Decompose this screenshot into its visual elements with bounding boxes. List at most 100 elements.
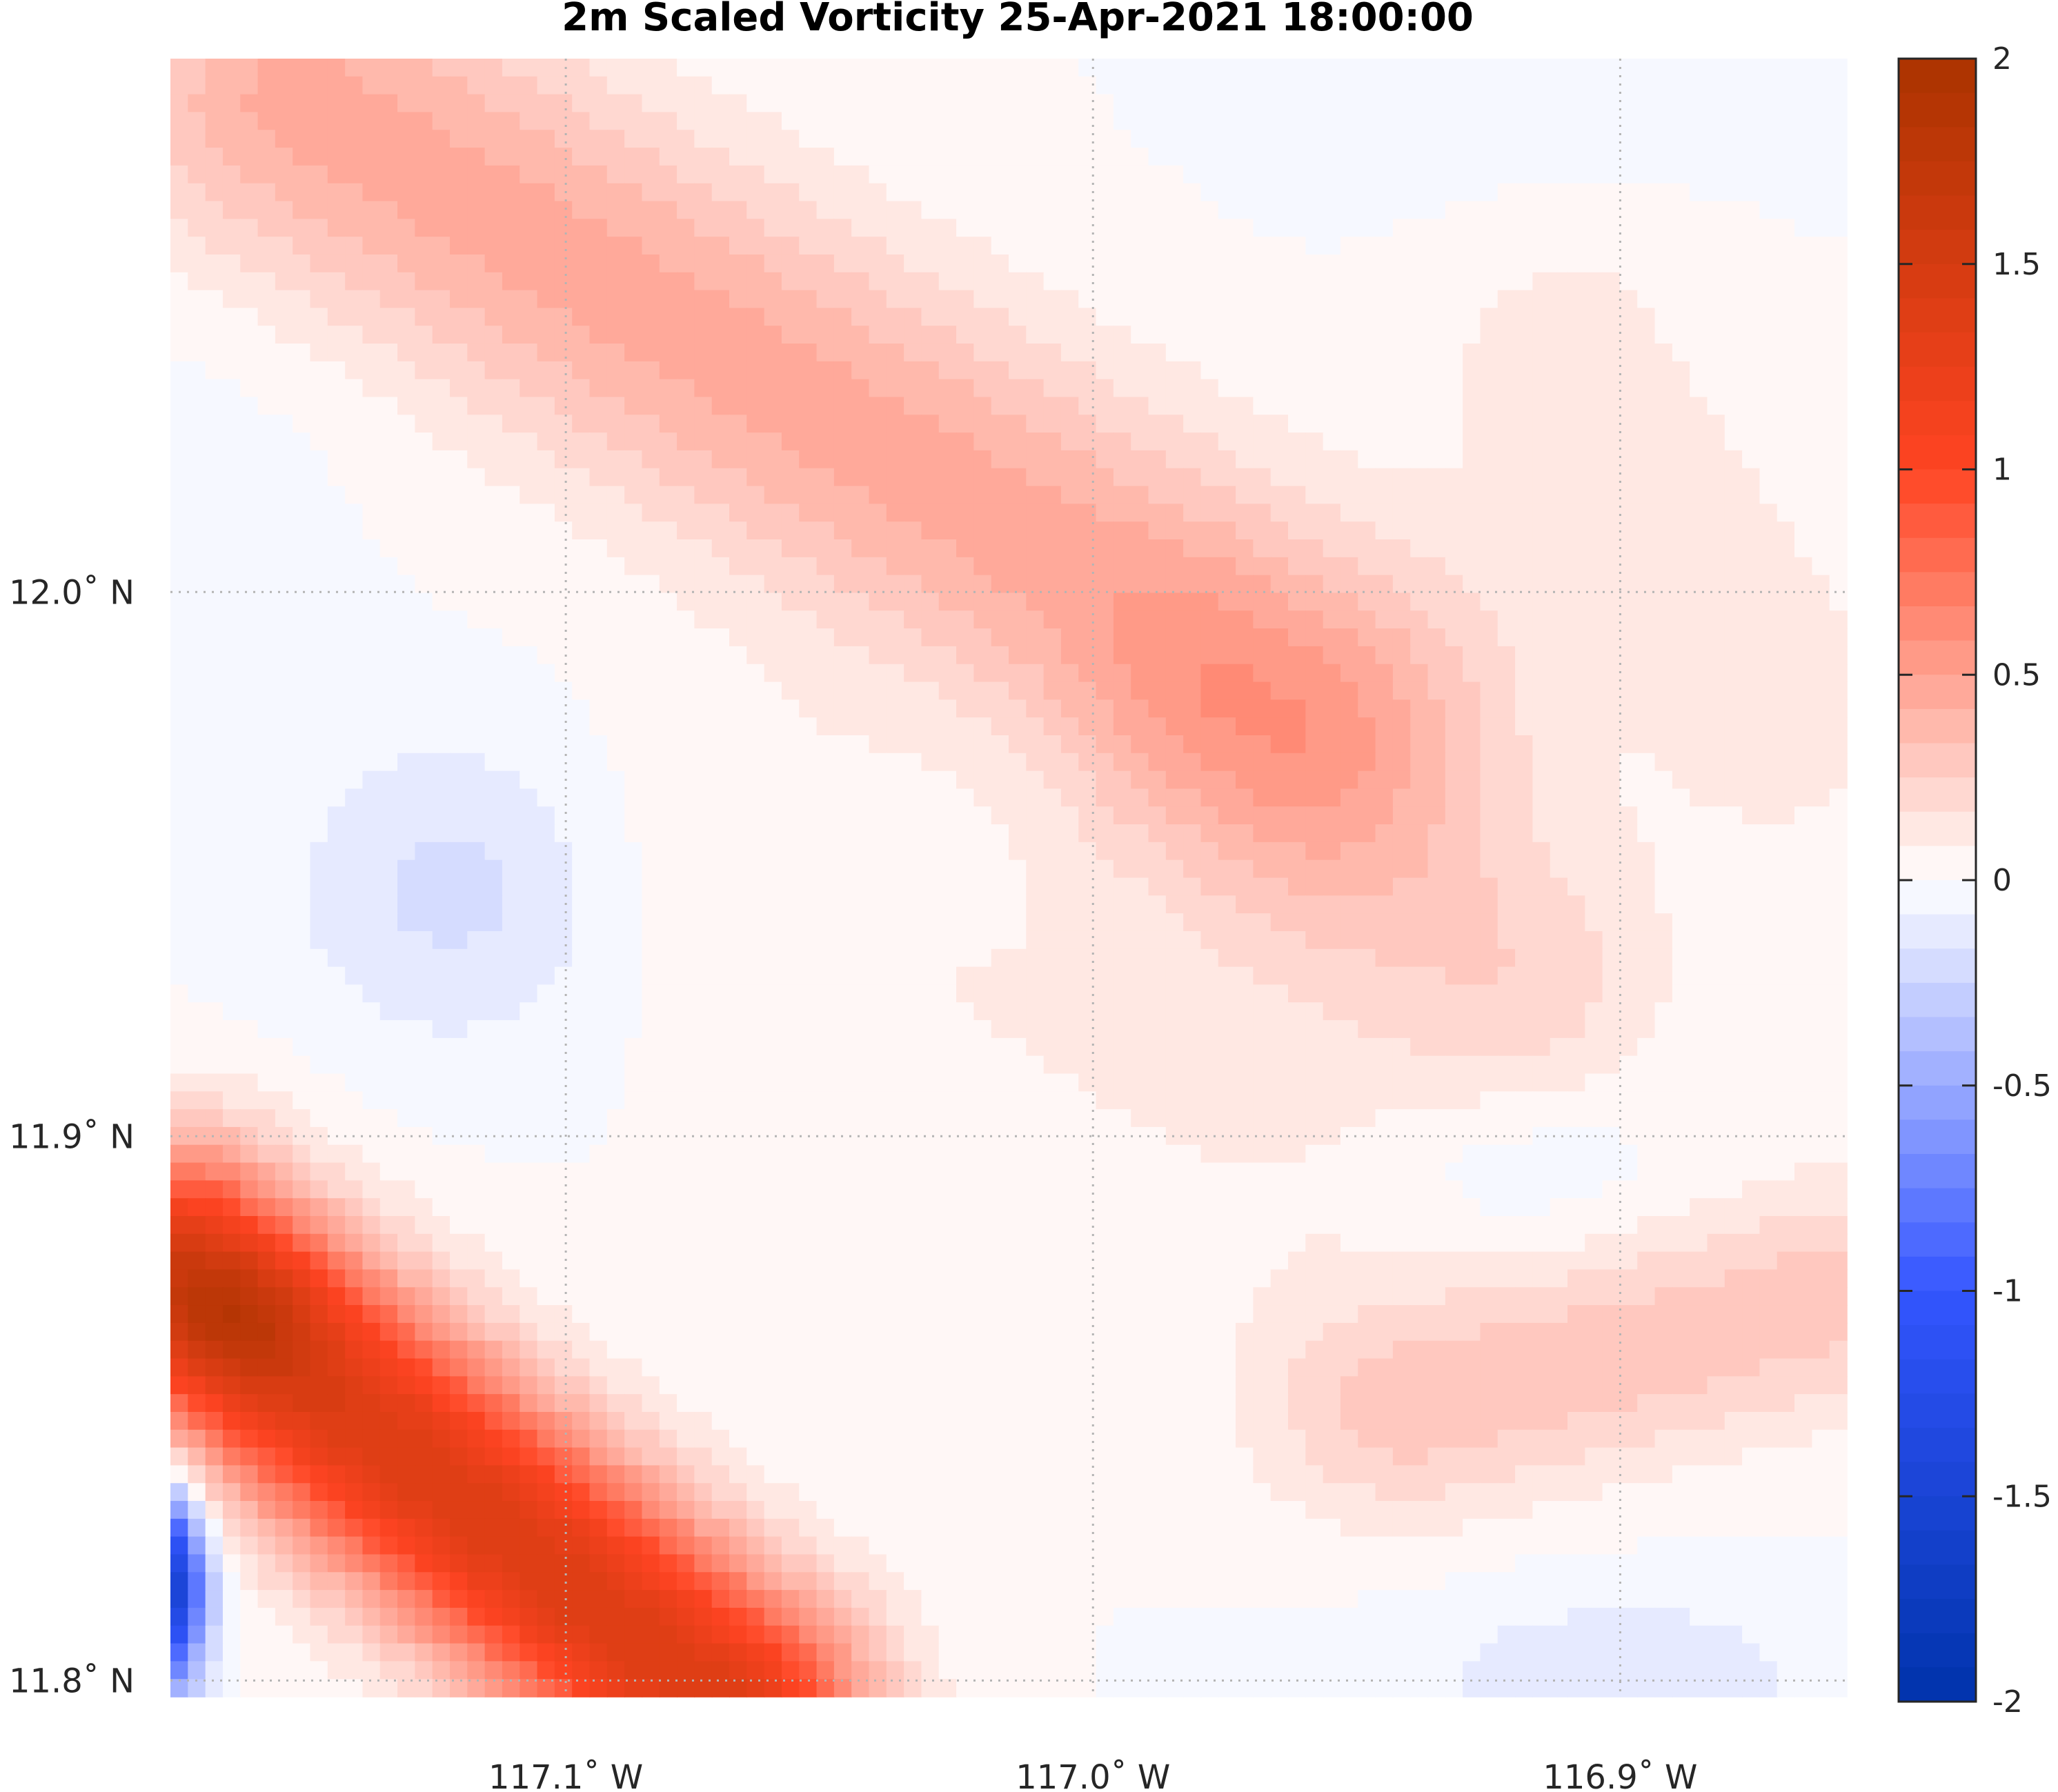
heatmap-cell bbox=[1009, 183, 1027, 202]
heatmap-cell bbox=[642, 877, 660, 897]
heatmap-cell bbox=[310, 539, 328, 558]
heatmap-cell bbox=[1427, 148, 1446, 166]
heatmap-cell bbox=[1060, 699, 1080, 718]
heatmap-cell bbox=[1707, 450, 1725, 469]
heatmap-cell bbox=[1358, 344, 1376, 362]
heatmap-cell bbox=[205, 94, 224, 113]
heatmap-cell bbox=[1724, 681, 1743, 701]
heatmap-cell bbox=[537, 646, 555, 665]
heatmap-cell bbox=[1515, 806, 1534, 825]
heatmap-cell bbox=[1253, 415, 1272, 433]
heatmap-cell bbox=[1288, 557, 1307, 576]
heatmap-cell bbox=[1794, 94, 1813, 113]
heatmap-cell bbox=[1707, 219, 1725, 237]
heatmap-cell bbox=[1096, 504, 1114, 522]
heatmap-cell bbox=[1550, 646, 1568, 665]
heatmap-cell bbox=[991, 76, 1009, 95]
heatmap-cell bbox=[1567, 450, 1586, 469]
heatmap-cell bbox=[1392, 966, 1411, 986]
heatmap-cell bbox=[1637, 824, 1656, 843]
heatmap-cell bbox=[1829, 717, 1848, 736]
heatmap-cell bbox=[1113, 681, 1131, 701]
heatmap-cell bbox=[1183, 450, 1202, 469]
heatmap-cell bbox=[1724, 770, 1743, 790]
heatmap-cell bbox=[1812, 681, 1830, 701]
heatmap-cell bbox=[537, 824, 555, 843]
heatmap-cell bbox=[1619, 557, 1639, 576]
heatmap-cell bbox=[520, 148, 538, 166]
heatmap-cell bbox=[938, 237, 957, 255]
heatmap-cell bbox=[1270, 183, 1289, 202]
heatmap-cell bbox=[293, 930, 311, 950]
heatmap-cell bbox=[1812, 148, 1830, 166]
heatmap-cell bbox=[520, 877, 538, 897]
heatmap-cell bbox=[362, 415, 381, 433]
heatmap-cell bbox=[1009, 948, 1027, 968]
heatmap-cell bbox=[1253, 699, 1272, 718]
heatmap-cell bbox=[1480, 379, 1498, 398]
heatmap-cell bbox=[1218, 326, 1236, 344]
heatmap-cell bbox=[956, 308, 975, 327]
heatmap-cell bbox=[1672, 504, 1690, 522]
heatmap-cell bbox=[1358, 397, 1376, 416]
heatmap-cell bbox=[1550, 59, 1568, 77]
heatmap-cell bbox=[1060, 593, 1080, 612]
heatmap-cell bbox=[1497, 130, 1516, 148]
heatmap-cell bbox=[1358, 361, 1376, 380]
heatmap-cell bbox=[310, 681, 328, 701]
heatmap-cell bbox=[1392, 610, 1411, 629]
heatmap-cell bbox=[275, 610, 293, 629]
heatmap-cell bbox=[502, 681, 521, 701]
heatmap-cell bbox=[554, 468, 573, 487]
heatmap-cell bbox=[188, 148, 206, 166]
heatmap-cell bbox=[1637, 308, 1656, 327]
heatmap-cell bbox=[1515, 397, 1534, 416]
heatmap-cell bbox=[1043, 966, 1062, 986]
heatmap-cell bbox=[1480, 948, 1498, 968]
heatmap-cell bbox=[1218, 219, 1236, 237]
heatmap-cell bbox=[606, 344, 625, 362]
heatmap-cell bbox=[677, 59, 695, 77]
heatmap-cell bbox=[1043, 539, 1062, 558]
heatmap-cell bbox=[1550, 681, 1568, 701]
heatmap-cell bbox=[1550, 254, 1568, 273]
heatmap-cell bbox=[1445, 59, 1463, 77]
heatmap-cell bbox=[1270, 681, 1289, 701]
heatmap-cell bbox=[205, 984, 224, 1004]
heatmap-cell bbox=[1672, 272, 1690, 291]
heatmap-cell bbox=[293, 521, 311, 540]
heatmap-cell bbox=[467, 415, 486, 433]
heatmap-cell bbox=[746, 486, 765, 505]
heatmap-cell bbox=[746, 824, 765, 843]
heatmap-cell bbox=[781, 344, 800, 362]
heatmap-cell bbox=[799, 76, 818, 95]
heatmap-cell bbox=[659, 219, 677, 237]
heatmap-cell bbox=[1060, 344, 1080, 362]
heatmap-cell bbox=[799, 219, 818, 237]
heatmap-cell bbox=[1253, 539, 1272, 558]
heatmap-cell bbox=[729, 913, 748, 932]
heatmap-cell bbox=[1829, 842, 1848, 861]
heatmap-cell bbox=[520, 397, 538, 416]
heatmap-cell bbox=[1532, 717, 1551, 736]
heatmap-cell bbox=[1375, 610, 1394, 629]
heatmap-cell bbox=[1270, 842, 1289, 861]
heatmap-cell bbox=[921, 735, 940, 754]
heatmap-cell bbox=[1654, 575, 1673, 594]
heatmap-cell bbox=[1812, 76, 1830, 95]
heatmap-cell bbox=[502, 308, 521, 327]
heatmap-cell bbox=[677, 344, 695, 362]
heatmap-cell bbox=[257, 717, 276, 736]
heatmap-cell bbox=[1463, 486, 1481, 505]
heatmap-cell bbox=[1812, 415, 1830, 433]
heatmap-cell bbox=[746, 201, 765, 220]
heatmap-cell bbox=[677, 148, 695, 166]
heatmap-cell bbox=[537, 165, 555, 184]
heatmap-cell bbox=[589, 610, 608, 629]
heatmap-cell bbox=[502, 59, 521, 77]
heatmap-cell bbox=[921, 183, 940, 202]
heatmap-cell bbox=[1515, 183, 1534, 202]
heatmap-cell bbox=[432, 521, 451, 540]
heatmap-cell bbox=[310, 432, 328, 451]
